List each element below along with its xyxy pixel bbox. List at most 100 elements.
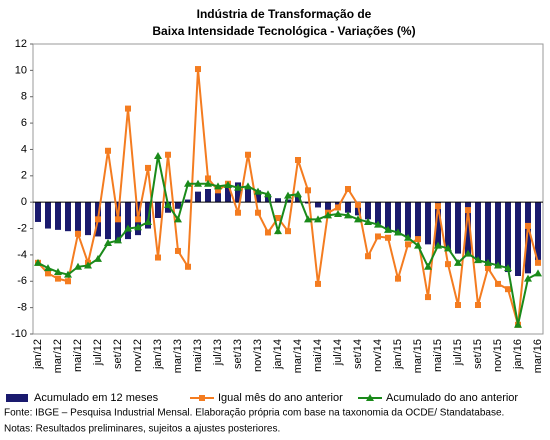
marker — [514, 320, 522, 328]
marker — [94, 254, 102, 262]
x-tick-label: jan/16 — [512, 339, 524, 370]
marker — [234, 183, 242, 191]
marker — [335, 204, 341, 211]
source-note: Fonte: IBGE – Pesquisa Industrial Mensal… — [4, 408, 504, 419]
x-tick-label: jan/12 — [32, 339, 44, 370]
bar — [255, 190, 261, 203]
y-tick-label: -8 — [17, 302, 27, 314]
marker — [354, 215, 362, 223]
x-tick-label: mai/13 — [192, 339, 204, 372]
x-tick-label: nov/14 — [372, 339, 384, 372]
marker — [155, 254, 161, 261]
marker — [64, 270, 72, 278]
bar — [35, 202, 41, 222]
bar — [325, 202, 331, 211]
bar — [215, 186, 221, 203]
marker — [385, 234, 391, 241]
marker — [205, 175, 211, 182]
marker — [374, 220, 382, 228]
marker — [384, 225, 392, 233]
legend-marker — [366, 394, 374, 401]
marker — [304, 215, 312, 223]
marker — [484, 258, 492, 266]
marker — [405, 241, 411, 248]
marker — [74, 262, 82, 270]
bar — [105, 202, 111, 240]
legend-marker — [199, 395, 205, 401]
legend-label: Acumulado do ano anterior — [386, 392, 518, 404]
x-tick-label: nov/12 — [132, 339, 144, 372]
marker — [395, 275, 401, 282]
marker — [424, 262, 432, 270]
x-tick-label: mai/12 — [72, 339, 84, 372]
marker — [135, 216, 141, 223]
marker — [255, 209, 261, 216]
marker — [184, 179, 192, 187]
marker — [504, 264, 512, 272]
marker — [445, 261, 451, 268]
marker — [455, 302, 461, 308]
marker — [535, 259, 541, 266]
bar — [455, 202, 461, 254]
marker — [485, 265, 491, 272]
legend-label: Acumulado em 12 meses — [34, 392, 159, 404]
marker — [435, 203, 441, 210]
x-tick-label: mai/15 — [432, 339, 444, 372]
chart-title: Indústria de Transformação de — [197, 7, 372, 21]
marker — [174, 215, 182, 223]
marker — [334, 210, 342, 218]
bar — [405, 202, 411, 238]
bar — [445, 202, 451, 251]
bar — [515, 202, 521, 276]
bar — [535, 202, 541, 265]
bar — [365, 202, 371, 220]
marker — [494, 261, 502, 269]
marker — [244, 182, 252, 190]
bar — [465, 202, 471, 257]
marker — [274, 227, 282, 235]
x-tick-label: jan/15 — [392, 339, 404, 370]
y-tick-label: 0 — [21, 196, 27, 208]
marker — [185, 263, 191, 270]
bar — [275, 198, 281, 203]
bar — [235, 182, 241, 203]
marker — [534, 269, 542, 277]
marker — [364, 217, 372, 225]
bar — [315, 202, 321, 208]
marker — [505, 286, 511, 293]
x-tick-label: mar/13 — [172, 339, 184, 373]
marker — [305, 187, 311, 194]
marker — [355, 201, 361, 208]
chart-title: Baixa Intensidade Tecnológica - Variaçõe… — [152, 24, 415, 38]
marker — [124, 224, 132, 232]
notes: Notas: Resultados preliminares, sujeitos… — [4, 424, 280, 435]
x-tick-label: set/14 — [352, 339, 364, 369]
marker — [394, 228, 402, 236]
bar — [485, 202, 491, 265]
marker — [454, 258, 462, 266]
legend-label: Igual mês do ano anterior — [218, 392, 343, 404]
y-tick-label: 8 — [21, 91, 27, 103]
marker — [414, 241, 422, 249]
bar — [495, 202, 501, 269]
marker — [44, 264, 52, 272]
bar — [75, 202, 81, 233]
marker — [145, 164, 151, 171]
marker — [295, 157, 301, 163]
marker — [275, 215, 281, 221]
bar — [415, 202, 421, 242]
marker — [165, 151, 171, 158]
y-tick-label: 6 — [21, 117, 27, 129]
x-tick-label: jul/12 — [92, 339, 104, 366]
x-tick-label: mar/15 — [412, 339, 424, 373]
y-tick-label: 4 — [21, 143, 27, 155]
bar — [185, 199, 191, 203]
marker — [344, 211, 352, 219]
marker — [375, 233, 381, 240]
bar — [205, 189, 211, 203]
marker — [105, 147, 111, 154]
x-tick-label: set/13 — [232, 339, 244, 369]
bar — [225, 185, 231, 203]
bar — [305, 202, 311, 204]
legend-swatch — [6, 394, 28, 402]
